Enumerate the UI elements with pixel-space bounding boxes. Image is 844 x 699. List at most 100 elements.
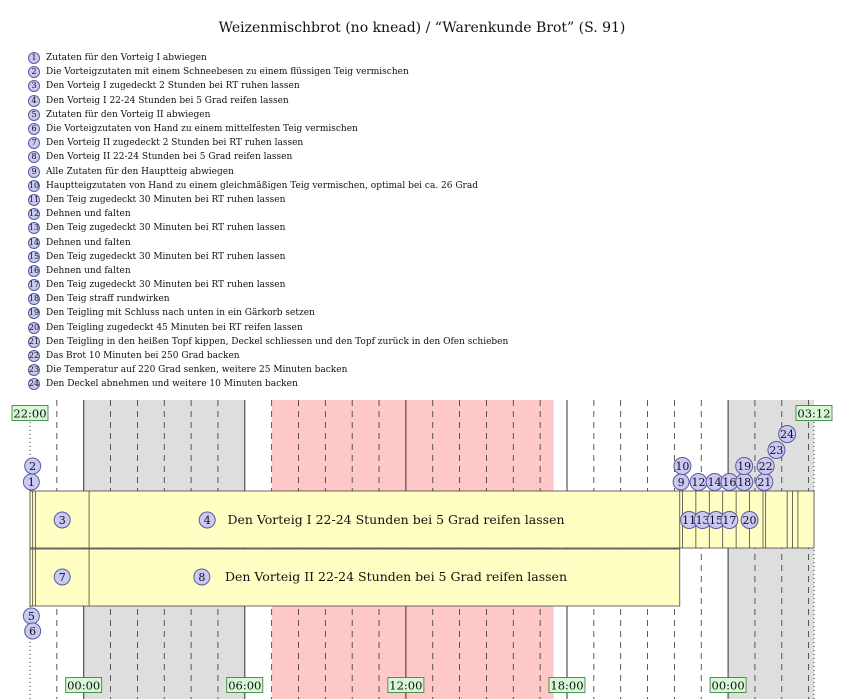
step-marker: 14 <box>708 476 722 489</box>
step-text: Den Teigling zugedeckt 45 Minuten bei RT… <box>46 322 303 333</box>
step-text: Hauptteigzutaten von Hand zu einem gleic… <box>46 180 478 191</box>
end-time-label-box <box>795 405 833 421</box>
step-item: 13 Den Teig zugedeckt 30 Minuten bei RT r… <box>28 221 508 235</box>
axis-time-label-box <box>387 677 425 693</box>
step-number-badge: 7 <box>28 137 40 150</box>
step-number-badge: 4 <box>28 94 40 107</box>
start-time-label-box <box>11 405 49 421</box>
step-marker: 3 <box>59 514 66 527</box>
step-text: Den Vorteig I 22-24 Stunden bei 5 Grad r… <box>46 95 289 106</box>
step-number-badge: 14 <box>28 236 40 249</box>
step-number-badge: 8 <box>28 151 40 164</box>
step-marker: 20 <box>743 514 757 527</box>
step-marker: 18 <box>737 476 751 489</box>
step-marker: 21 <box>757 476 771 489</box>
step-number-badge: 17 <box>28 279 40 292</box>
step-number-badge: 20 <box>28 321 40 334</box>
step-text: Den Deckel abnehmen und weitere 10 Minut… <box>46 379 298 390</box>
step-item: 3 Den Vorteig I zugedeckt 2 Stunden bei R… <box>28 79 508 93</box>
step-marker-circle <box>198 511 216 529</box>
step-marker: 4 <box>204 514 211 527</box>
step-marker: 16 <box>722 476 736 489</box>
step-number-badge: 21 <box>28 335 40 348</box>
step-item: 5 Zutaten für den Vorteig II abwiegen <box>28 108 508 122</box>
step-marker-circle <box>24 622 42 640</box>
step-number-badge: 22 <box>28 350 40 363</box>
step-item: 17 Den Teig zugedeckt 30 Minuten bei RT r… <box>28 278 508 292</box>
step-text: Den Teig straff rundwirken <box>46 294 170 305</box>
step-marker-circle <box>53 511 71 529</box>
step-item: 10 Hauptteigzutaten von Hand zu einem gle… <box>28 179 508 193</box>
step-number-badge: 10 <box>28 179 40 192</box>
step-marker: 17 <box>722 514 736 527</box>
axis-time-label: 12:00 <box>389 679 422 693</box>
step-marker-circle <box>53 568 71 586</box>
step-item: 15 Den Teig zugedeckt 30 Minuten bei RT r… <box>28 250 508 264</box>
step-text: Alle Zutaten für den Hauptteig abwiegen <box>46 166 234 177</box>
bar-label-vorteig-2: Den Vorteig II 22-24 Stunden bei 5 Grad … <box>225 569 567 584</box>
step-item: 23 Die Temperatur auf 220 Grad senken, we… <box>28 363 508 377</box>
step-number-badge: 15 <box>28 250 40 263</box>
step-marker: 24 <box>780 428 794 441</box>
step-number-badge: 16 <box>28 264 40 277</box>
step-number-badge: 24 <box>28 378 40 391</box>
step-item: 4 Den Vorteig I 22-24 Stunden bei 5 Grad … <box>28 94 508 108</box>
step-number-badge: 5 <box>28 108 40 121</box>
step-text: Den Teig zugedeckt 30 Minuten bei RT ruh… <box>46 194 286 205</box>
step-item: 6 Die Vorteigzutaten von Hand zu einem mi… <box>28 122 508 136</box>
step-item: 1 Zutaten für den Vorteig I abwiegen <box>28 51 508 65</box>
step-number-badge: 3 <box>28 80 40 93</box>
step-item: 22 Das Brot 10 Minuten bei 250 Grad backe… <box>28 349 508 363</box>
step-item: 11 Den Teig zugedeckt 30 Minuten bei RT r… <box>28 193 508 207</box>
axis-time-label-box <box>65 677 103 693</box>
step-marker: 22 <box>759 460 773 473</box>
step-marker: 10 <box>675 460 689 473</box>
step-marker: 8 <box>198 571 205 584</box>
step-marker: 13 <box>696 514 710 527</box>
step-number-badge: 6 <box>28 123 40 136</box>
step-item: 19 Den Teigling mit Schluss nach unten in… <box>28 306 508 320</box>
step-text: Zutaten für den Vorteig II abwiegen <box>46 109 211 120</box>
axis-time-label: 18:00 <box>550 679 583 693</box>
step-text: Die Vorteigzutaten mit einem Schneebesen… <box>46 67 409 78</box>
step-marker-circle <box>767 441 786 459</box>
step-marker: 7 <box>59 571 66 584</box>
step-item: 20 Den Teigling zugedeckt 45 Minuten bei … <box>28 321 508 335</box>
axis-time-label-box <box>226 677 264 693</box>
step-item: 8 Den Vorteig II 22-24 Stunden bei 5 Grad… <box>28 150 508 164</box>
step-item: 24 Den Deckel abnehmen und weitere 10 Min… <box>28 377 508 391</box>
step-marker: 11 <box>682 514 696 527</box>
page-title: Weizenmischbrot (no knead) / “Warenkunde… <box>218 20 626 36</box>
step-item: 21 Den Teigling in den heißen Topf kippen… <box>28 335 508 349</box>
start-time-label: 22:00 <box>13 407 46 421</box>
axis-time-label-box <box>548 677 586 693</box>
step-text: Die Vorteigzutaten von Hand zu einem mit… <box>46 124 358 135</box>
axis-time-label-box <box>709 677 747 693</box>
step-marker: 1 <box>28 476 35 489</box>
step-number-badge: 13 <box>28 222 40 235</box>
step-number-badge: 9 <box>28 165 40 178</box>
step-item: 14 Dehnen und falten <box>28 235 508 249</box>
step-marker-circle <box>740 511 759 529</box>
step-marker-circle <box>778 425 797 443</box>
step-text: Den Teigling mit Schluss nach unten in e… <box>46 308 315 319</box>
step-list: 1 Zutaten für den Vorteig I abwiegen 2 Die … <box>28 51 508 392</box>
step-marker-circle <box>720 511 739 529</box>
step-marker: 23 <box>769 444 783 457</box>
step-number-badge: 11 <box>28 193 40 206</box>
step-text: Den Teig zugedeckt 30 Minuten bei RT ruh… <box>46 251 286 262</box>
step-number-badge: 12 <box>28 208 40 221</box>
step-marker: 15 <box>709 514 723 527</box>
step-text: Den Vorteig I zugedeckt 2 Stunden bei RT… <box>46 81 300 92</box>
axis-time-label: 06:00 <box>228 679 261 693</box>
step-marker-circle <box>673 457 692 475</box>
step-marker: 5 <box>28 610 35 623</box>
step-number-badge: 19 <box>28 307 40 320</box>
step-marker-circle <box>735 457 754 475</box>
step-marker-circle <box>756 457 775 475</box>
step-text: Den Teig zugedeckt 30 Minuten bei RT ruh… <box>46 223 286 234</box>
step-text: Dehnen und falten <box>46 209 131 220</box>
step-number-badge: 18 <box>28 293 40 306</box>
step-number-badge: 2 <box>28 66 40 79</box>
step-number-badge: 1 <box>28 52 40 65</box>
